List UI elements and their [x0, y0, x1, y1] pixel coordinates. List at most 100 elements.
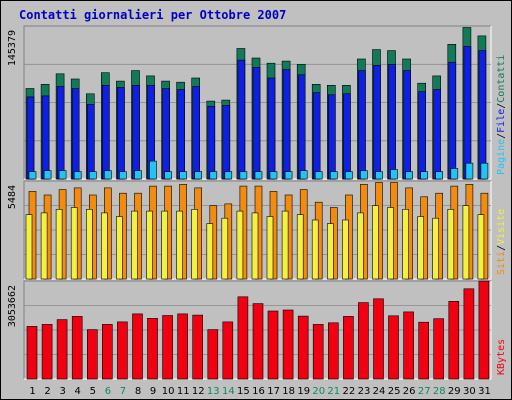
bar-kbytes-day-23 — [358, 302, 369, 380]
legend-siti: Siti — [496, 251, 507, 275]
legend-separator: / — [496, 133, 507, 139]
panel-hits-bars — [25, 27, 489, 180]
bar-file-day-24 — [373, 65, 381, 180]
x-label-day-10: 10 — [162, 386, 175, 397]
bar-siti-day-8 — [131, 210, 138, 280]
panel-visits: 5484 Siti/Visite — [7, 180, 507, 280]
bar-pagine-day-18 — [284, 171, 293, 180]
bar-file-day-11 — [177, 89, 185, 180]
bar-file-day-18 — [282, 69, 291, 180]
bar-file-day-22 — [343, 93, 351, 180]
bar-pagine-day-3 — [58, 170, 67, 180]
panel-visits-border-dark — [23, 180, 491, 279]
bar-siti-day-13 — [206, 223, 214, 280]
bar-pagine-day-22 — [345, 171, 353, 180]
panel-kbytes-legend: KBytes — [496, 339, 507, 375]
bar-kbytes-day-26 — [403, 311, 414, 380]
bar-pagine-day-4 — [73, 171, 82, 180]
panel-kbytes-border-dark — [23, 280, 491, 379]
bar-file-day-20 — [312, 92, 321, 180]
bar-siti-day-1 — [25, 214, 33, 280]
bar-siti-day-17 — [266, 216, 274, 280]
bar-kbytes-day-18 — [282, 309, 294, 380]
bar-file-day-10 — [162, 88, 170, 180]
x-label-day-2: 2 — [44, 386, 50, 397]
bar-siti-day-18 — [281, 210, 289, 280]
bar-pagine-day-15 — [239, 171, 248, 180]
bar-file-day-2 — [41, 95, 50, 180]
bar-siti-day-23 — [357, 212, 364, 280]
bar-kbytes-day-31 — [478, 280, 490, 380]
x-label-day-30: 30 — [463, 386, 476, 397]
x-label-day-29: 29 — [448, 386, 461, 397]
bar-file-day-15 — [237, 59, 246, 180]
bar-kbytes-day-14 — [222, 321, 234, 380]
bar-pagine-day-14 — [224, 171, 233, 180]
x-label-day-7: 7 — [120, 386, 126, 397]
bar-kbytes-day-13 — [207, 329, 219, 380]
bar-kbytes-day-4 — [71, 316, 83, 380]
x-label-day-25: 25 — [388, 386, 401, 397]
bar-pagine-day-6 — [104, 170, 112, 180]
bar-siti-day-12 — [191, 209, 198, 280]
panel-kbytes: 3053662 KBytes — [7, 280, 507, 380]
bar-kbytes-day-17 — [267, 310, 279, 380]
bar-siti-day-30 — [462, 205, 470, 280]
bar-siti-day-10 — [161, 210, 168, 280]
bar-file-day-19 — [297, 74, 306, 180]
bar-pagine-day-2 — [43, 170, 52, 180]
bar-kbytes-day-24 — [373, 298, 384, 380]
bar-file-day-7 — [117, 87, 125, 180]
bar-siti-day-5 — [86, 209, 93, 280]
bar-siti-day-7 — [116, 216, 123, 280]
chart-title: Contatti giornalieri per Ottobre 2007 — [19, 8, 286, 22]
bar-file-day-1 — [26, 96, 35, 180]
legend-separator: / — [496, 245, 507, 251]
x-label-day-20: 20 — [312, 386, 325, 397]
x-label-day-24: 24 — [373, 386, 386, 397]
bar-file-day-26 — [403, 70, 411, 180]
bar-kbytes-day-7 — [117, 321, 128, 380]
x-label-day-31: 31 — [478, 386, 491, 397]
bar-file-day-3 — [56, 86, 65, 180]
bar-kbytes-day-22 — [343, 316, 354, 380]
panel-hits-border-dark — [23, 25, 491, 179]
bar-pagine-day-19 — [299, 170, 308, 180]
x-label-day-13: 13 — [207, 386, 220, 397]
bar-siti-day-27 — [417, 216, 425, 280]
x-label-day-1: 1 — [29, 386, 35, 397]
bar-kbytes-day-16 — [252, 303, 264, 380]
bar-pagine-day-28 — [435, 171, 444, 180]
legend-file: File — [496, 109, 507, 133]
bar-siti-day-21 — [326, 223, 334, 280]
bar-pagine-day-7 — [119, 171, 127, 180]
x-label-day-15: 15 — [237, 386, 250, 397]
bar-kbytes-day-12 — [192, 314, 203, 380]
bar-siti-day-14 — [221, 217, 229, 280]
bar-kbytes-day-29 — [448, 300, 460, 380]
x-label-day-8: 8 — [135, 386, 141, 397]
bar-kbytes-day-27 — [418, 321, 430, 380]
bar-file-day-30 — [463, 46, 472, 180]
x-label-day-14: 14 — [222, 386, 235, 397]
bar-siti-day-25 — [387, 207, 394, 280]
bar-pagine-day-10 — [164, 171, 172, 180]
bar-file-day-25 — [388, 63, 396, 180]
bar-pagine-day-23 — [360, 170, 368, 180]
bar-siti-day-9 — [146, 210, 153, 280]
x-label-day-9: 9 — [150, 386, 156, 397]
bar-siti-day-3 — [55, 209, 63, 280]
bar-kbytes-day-9 — [147, 317, 158, 380]
bar-file-day-8 — [132, 85, 140, 180]
bar-pagine-day-27 — [420, 171, 429, 180]
x-label-day-21: 21 — [327, 386, 340, 397]
x-label-day-17: 17 — [267, 386, 280, 397]
x-label-day-5: 5 — [90, 386, 96, 397]
panel-kbytes-max-label: 3053662 — [7, 285, 18, 327]
x-label-day-18: 18 — [282, 386, 295, 397]
legend-visite: Visite — [496, 209, 507, 245]
bar-kbytes-day-2 — [41, 324, 53, 380]
legend-contatti: Contatti — [496, 55, 507, 103]
